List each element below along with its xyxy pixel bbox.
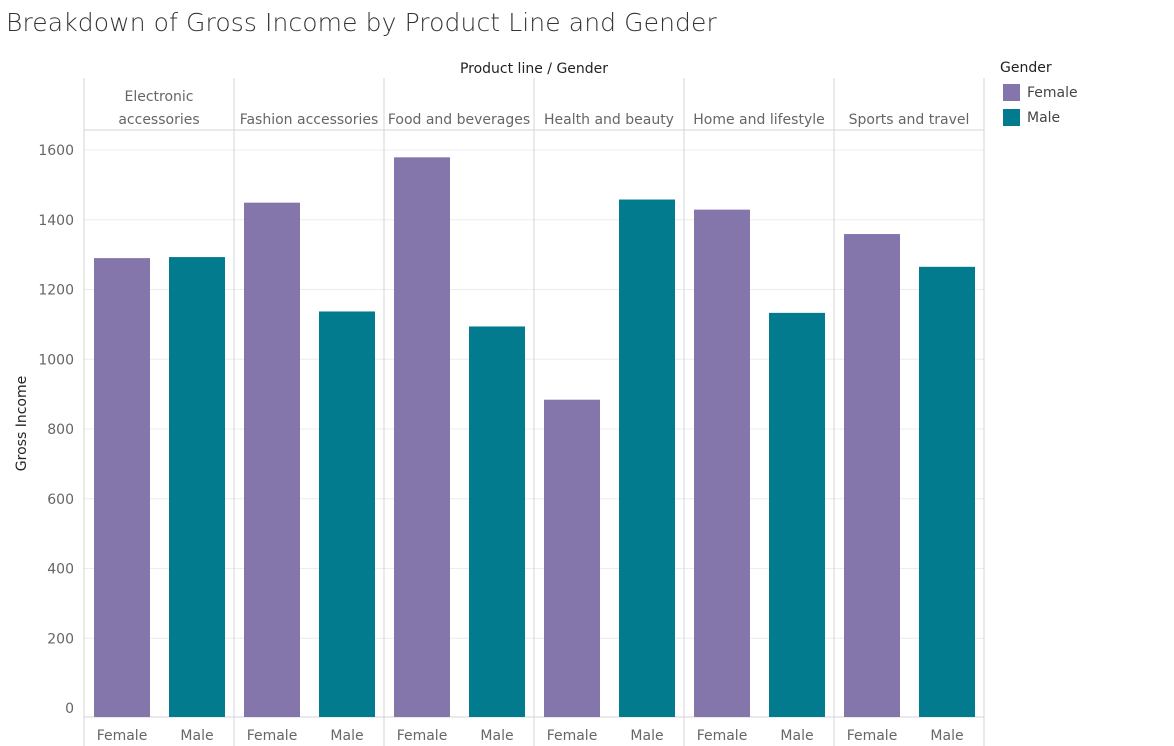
x-tick-label: Male bbox=[930, 728, 963, 744]
bar-male bbox=[469, 326, 525, 717]
category-label: accessories bbox=[118, 112, 199, 128]
y-tick-label: 600 bbox=[47, 492, 74, 508]
y-tick-label: 1600 bbox=[38, 143, 74, 159]
y-tick-label: 800 bbox=[47, 422, 74, 438]
x-tick-label: Male bbox=[330, 728, 363, 744]
y-tick-label: 200 bbox=[47, 631, 74, 647]
x-tick-label: Female bbox=[97, 728, 148, 744]
header-label: Product line / Gender bbox=[460, 61, 608, 77]
x-tick-label: Female bbox=[547, 728, 598, 744]
x-tick-label: Female bbox=[247, 728, 298, 744]
y-tick-label: 1400 bbox=[38, 213, 74, 229]
category-label: Sports and travel bbox=[849, 112, 970, 128]
chart-title: Breakdown of Gross Income by Product Lin… bbox=[6, 8, 717, 37]
legend-label-male: Male bbox=[1027, 109, 1061, 126]
category-label: Home and lifestyle bbox=[693, 112, 824, 128]
bar-female bbox=[94, 258, 150, 717]
category-label: Health and beauty bbox=[544, 112, 674, 128]
bar-female bbox=[694, 209, 750, 718]
bar-female bbox=[544, 399, 600, 717]
legend-label-female: Female bbox=[1027, 84, 1078, 101]
bar-female bbox=[844, 234, 900, 717]
x-tick-label: Male bbox=[180, 728, 213, 744]
y-tick-label: 1200 bbox=[38, 283, 74, 299]
x-tick-label: Female bbox=[397, 728, 448, 744]
category-label: Food and beverages bbox=[388, 112, 530, 128]
category-label: Electronic bbox=[124, 89, 193, 105]
legend-title: Gender bbox=[1000, 60, 1052, 76]
bar-male bbox=[919, 266, 975, 717]
y-tick-label: 400 bbox=[47, 562, 74, 578]
x-tick-label: Male bbox=[480, 728, 513, 744]
x-tick-label: Female bbox=[847, 728, 898, 744]
legend: Gender Female Male bbox=[1000, 60, 1078, 130]
legend-item-female[interactable]: Female bbox=[1000, 80, 1078, 105]
bar-male bbox=[619, 199, 675, 717]
x-tick-label: Male bbox=[630, 728, 663, 744]
bar-male bbox=[769, 312, 825, 717]
category-label: Fashion accessories bbox=[240, 112, 379, 128]
x-tick-label: Female bbox=[697, 728, 748, 744]
legend-swatch-male bbox=[1003, 109, 1020, 126]
y-tick-label: 1000 bbox=[38, 352, 74, 368]
y-tick-label: 0 bbox=[65, 701, 74, 717]
bar-male bbox=[169, 257, 225, 717]
legend-swatch-female bbox=[1003, 84, 1020, 101]
y-axis-title: Gross Income bbox=[14, 376, 30, 471]
bar-male bbox=[319, 311, 375, 717]
bar-female bbox=[394, 157, 450, 718]
x-tick-label: Male bbox=[780, 728, 813, 744]
bar-female bbox=[244, 202, 300, 717]
legend-item-male[interactable]: Male bbox=[1000, 105, 1078, 130]
